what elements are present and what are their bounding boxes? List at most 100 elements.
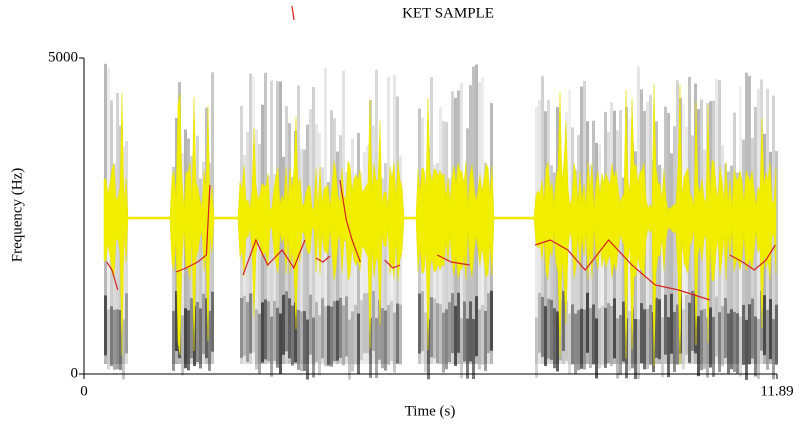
spectro-streak xyxy=(258,143,261,364)
spectro-streak xyxy=(730,309,733,370)
pitch-line xyxy=(106,179,776,301)
spectro-streak xyxy=(354,172,357,364)
y-axis-label: Frequency (Hz) xyxy=(9,168,25,263)
spectro-streak xyxy=(282,156,285,364)
spectro-streak xyxy=(751,298,754,359)
spectro-streak xyxy=(646,309,649,370)
spectro-streak xyxy=(172,310,175,371)
spectro-streak xyxy=(181,152,184,364)
spectro-streak xyxy=(285,291,288,352)
spectro-streak xyxy=(303,149,306,364)
x-tick-label: 11.89 xyxy=(760,383,793,399)
spectro-streak xyxy=(733,311,736,372)
spectro-streak xyxy=(357,313,360,374)
spectro-streak xyxy=(243,295,246,356)
spectro-streak xyxy=(116,309,119,370)
spectro-streak xyxy=(436,303,439,364)
spectro-streak xyxy=(682,309,685,370)
spectro-streak xyxy=(351,311,354,372)
spectro-streak xyxy=(270,316,273,377)
spectro-streak xyxy=(598,144,601,364)
spectro-streak xyxy=(580,308,583,369)
spectro-streak xyxy=(607,303,610,364)
spectro-streak xyxy=(119,309,122,370)
spectro-streak xyxy=(345,171,348,364)
spectro-streak xyxy=(667,317,670,378)
spectro-streak xyxy=(541,296,544,357)
spectro-streak xyxy=(769,299,772,360)
spectro-streak xyxy=(571,304,574,365)
spectro-streak xyxy=(321,298,324,359)
spectro-streak xyxy=(396,303,399,364)
spectro-streak xyxy=(240,297,243,358)
y-tick-label: 0 xyxy=(71,365,79,381)
spectro-streak xyxy=(622,301,625,362)
spectro-streak xyxy=(487,180,490,364)
spectro-streak xyxy=(727,313,730,374)
spectro-streak xyxy=(619,315,622,376)
spectro-streak xyxy=(601,305,604,366)
spectro-streak xyxy=(658,299,661,360)
spectro-streak xyxy=(300,311,303,372)
spectro-streak xyxy=(330,306,333,367)
spectro-streak xyxy=(354,304,357,365)
spectro-streak xyxy=(393,312,396,373)
spectro-streak xyxy=(348,319,351,380)
spectro-streak xyxy=(327,305,330,366)
spectro-streak xyxy=(775,304,778,365)
spectro-streak xyxy=(553,172,556,364)
spectro-streak xyxy=(255,309,258,370)
spectro-streak xyxy=(469,301,472,362)
spectro-streak xyxy=(211,291,214,352)
spectro-streak xyxy=(384,310,387,371)
spectro-streak xyxy=(568,313,571,374)
spectro-streak xyxy=(703,308,706,369)
spectro-streak xyxy=(481,305,484,366)
spectro-streak xyxy=(550,165,553,364)
spectro-streak xyxy=(562,290,565,351)
spectro-streak xyxy=(547,298,550,359)
spectro-streak xyxy=(745,319,748,380)
spectro-streak xyxy=(312,317,315,378)
spectro-streak xyxy=(390,300,393,361)
spectro-streak xyxy=(583,309,586,370)
spectro-streak xyxy=(333,301,336,362)
spectro-streak xyxy=(315,301,318,362)
spectro-streak xyxy=(655,297,658,358)
spectro-streak xyxy=(448,302,451,363)
spectro-streak xyxy=(190,298,193,359)
spectro-streak xyxy=(760,290,763,351)
spectro-streak xyxy=(282,294,285,355)
spectro-streak xyxy=(754,316,757,377)
spectro-streak xyxy=(691,135,694,364)
spectro-streak xyxy=(670,293,673,354)
spectro-streak xyxy=(763,295,766,356)
legend-swatch xyxy=(291,5,295,21)
spectro-streak xyxy=(202,293,205,354)
spectro-streak xyxy=(724,297,727,358)
spectro-streak xyxy=(673,311,676,372)
spectro-streak xyxy=(318,315,321,376)
spectro-streak xyxy=(294,302,297,363)
spectro-streak xyxy=(622,177,625,364)
spectro-streak xyxy=(113,309,116,370)
spectro-streak xyxy=(628,311,631,372)
spectro-streak xyxy=(703,149,706,364)
spectro-streak xyxy=(454,305,457,366)
spectro-streak xyxy=(490,290,493,351)
spectro-streak xyxy=(664,294,667,355)
spectro-streak xyxy=(487,293,490,354)
spectro-streak xyxy=(288,298,291,359)
spectro-streak xyxy=(604,307,607,368)
spectro-streak xyxy=(187,310,190,371)
spectro-streak xyxy=(418,293,421,354)
spectro-streak xyxy=(709,307,712,368)
spectro-streak xyxy=(324,306,327,367)
spectro-streak xyxy=(381,178,384,364)
spectro-streak xyxy=(736,172,739,364)
spectro-streak xyxy=(424,312,427,373)
spectro-streak xyxy=(110,306,113,367)
spectro-streak xyxy=(252,292,255,353)
spectro-streak xyxy=(658,165,661,364)
spectro-streak xyxy=(700,310,703,371)
